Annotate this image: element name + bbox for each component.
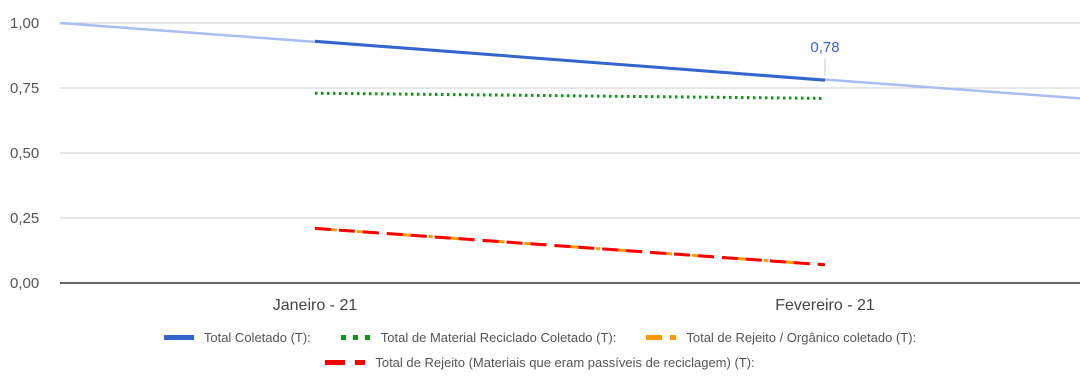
- legend-row-2: Total de Rejeito (Materiais que eram pas…: [0, 355, 1080, 370]
- y-tick-label: 0,00: [10, 275, 39, 292]
- y-tick-label: 0,25: [10, 210, 39, 227]
- legend-label: Total de Rejeito / Orgânico coletado (T)…: [686, 330, 917, 345]
- legend-swatch-rejeito-materiais: [325, 360, 366, 365]
- legend-swatch-material-reciclado: [340, 335, 371, 340]
- gridlines: [60, 22, 1080, 284]
- data-label: 0,78: [810, 39, 839, 56]
- y-axis-ticks: 0,00 0,25 0,50 0,75 1,00: [10, 15, 39, 292]
- series-line-4: [314, 226, 826, 267]
- x-axis-ticks: Janeiro - 21 Fevereiro - 21: [273, 297, 875, 314]
- series-line-1: [314, 39, 826, 82]
- legend-swatch-rejeito-organico: [646, 335, 677, 340]
- legend-label: Total de Rejeito (Materiais que eram pas…: [375, 355, 755, 370]
- legend-label: Total de Material Reciclado Coletado (T)…: [380, 330, 617, 345]
- x-tick-label: Fevereiro - 21: [775, 297, 875, 314]
- series-line-2: [314, 91, 826, 100]
- legend-swatch-total-coletado: [163, 335, 194, 340]
- y-tick-label: 1,00: [10, 15, 39, 32]
- legend-item-material-reciclado[interactable]: Total de Material Reciclado Coletado (T)…: [340, 330, 617, 345]
- data-labels: 0,78: [810, 39, 840, 77]
- series-lines: [314, 39, 826, 267]
- legend-item-rejeito-materiais[interactable]: Total de Rejeito (Materiais que eram pas…: [325, 355, 755, 370]
- y-tick-label: 0,50: [10, 145, 39, 162]
- legend-row-1: Total Coletado (T): Total de Material Re…: [0, 330, 1080, 345]
- y-tick-label: 0,75: [10, 80, 39, 97]
- x-tick-label: Janeiro - 21: [273, 297, 358, 314]
- legend-item-rejeito-organico[interactable]: Total de Rejeito / Orgânico coletado (T)…: [646, 330, 916, 345]
- legend-item-total-coletado[interactable]: Total Coletado (T):: [163, 330, 311, 345]
- legend-label: Total Coletado (T):: [203, 330, 311, 345]
